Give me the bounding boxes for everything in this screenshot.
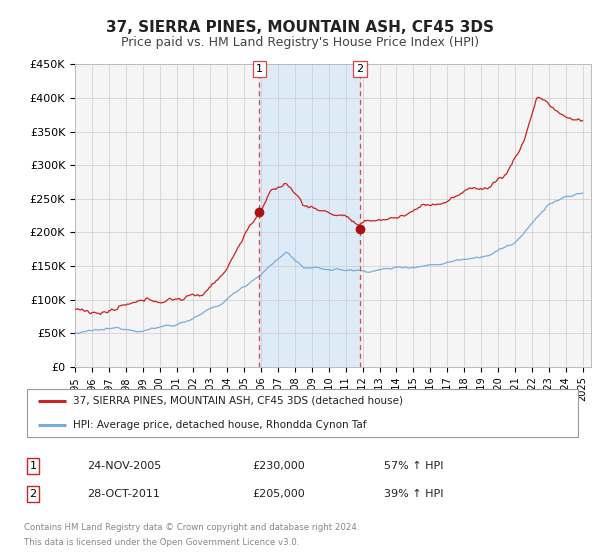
Text: Contains HM Land Registry data © Crown copyright and database right 2024.: Contains HM Land Registry data © Crown c… [24,523,359,532]
Text: 39% ↑ HPI: 39% ↑ HPI [384,489,443,499]
Text: 2: 2 [29,489,37,499]
Text: 57% ↑ HPI: 57% ↑ HPI [384,461,443,471]
Text: 1: 1 [29,461,37,471]
Text: Price paid vs. HM Land Registry's House Price Index (HPI): Price paid vs. HM Land Registry's House … [121,36,479,49]
Bar [259,64,360,367]
Text: £205,000: £205,000 [252,489,305,499]
FancyBboxPatch shape [27,389,578,437]
Text: 24-NOV-2005: 24-NOV-2005 [87,461,161,471]
Text: 1: 1 [256,64,263,74]
Text: 2: 2 [356,64,363,74]
Text: £230,000: £230,000 [252,461,305,471]
Text: This data is licensed under the Open Government Licence v3.0.: This data is licensed under the Open Gov… [24,538,299,547]
Text: 37, SIERRA PINES, MOUNTAIN ASH, CF45 3DS (detached house): 37, SIERRA PINES, MOUNTAIN ASH, CF45 3DS… [73,396,403,406]
Text: HPI: Average price, detached house, Rhondda Cynon Taf: HPI: Average price, detached house, Rhon… [73,420,367,430]
Text: 28-OCT-2011: 28-OCT-2011 [87,489,160,499]
Text: 37, SIERRA PINES, MOUNTAIN ASH, CF45 3DS: 37, SIERRA PINES, MOUNTAIN ASH, CF45 3DS [106,20,494,35]
